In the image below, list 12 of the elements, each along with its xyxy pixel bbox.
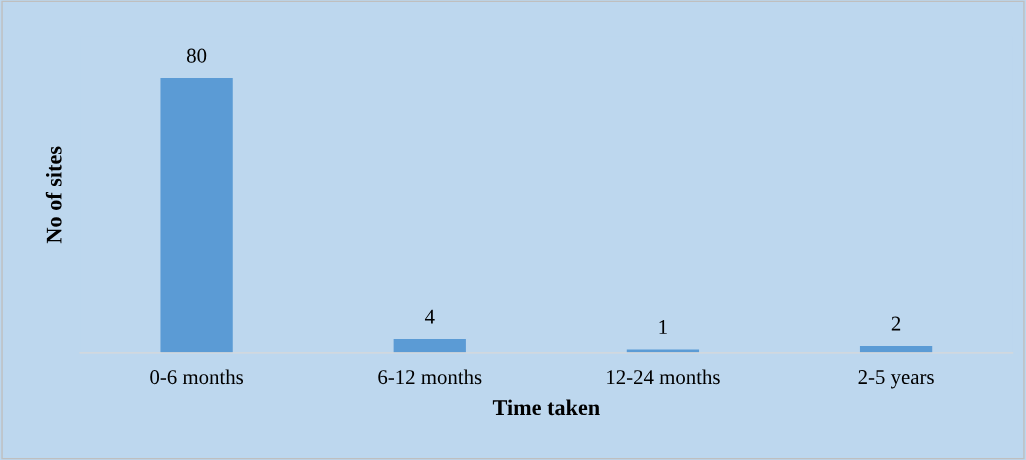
- data-label: 1: [659, 320, 667, 334]
- x-tick-label: 0-6 months: [150, 369, 244, 385]
- data-label: 80: [186, 48, 207, 63]
- data-label: 2: [891, 316, 901, 331]
- data-label: 4: [424, 309, 435, 324]
- x-tick-label: 6-12 months: [378, 369, 482, 385]
- bar: [393, 339, 466, 353]
- bar: [160, 78, 233, 353]
- y-axis-title: No of sites: [45, 146, 62, 244]
- x-axis-title: Time taken: [492, 399, 600, 416]
- x-tick-label: 12-24 months: [607, 369, 720, 385]
- x-tick-label: 2-5 years: [858, 370, 934, 389]
